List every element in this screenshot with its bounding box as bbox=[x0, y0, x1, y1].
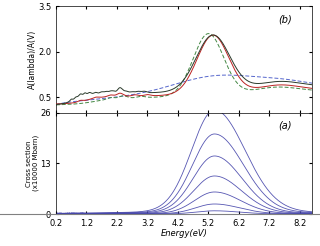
Y-axis label: Cross section
(x10000 Mbarn): Cross section (x10000 Mbarn) bbox=[26, 135, 39, 191]
X-axis label: Energy(eV): Energy(eV) bbox=[161, 229, 207, 238]
Y-axis label: A(lambda)/A(V): A(lambda)/A(V) bbox=[28, 30, 36, 89]
Text: (a): (a) bbox=[279, 121, 292, 131]
Text: (b): (b) bbox=[279, 15, 292, 25]
